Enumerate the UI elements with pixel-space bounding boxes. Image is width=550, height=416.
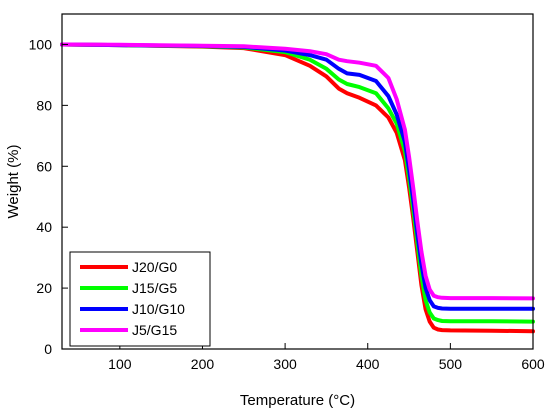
x-tick-label: 300 — [273, 356, 297, 372]
x-axis-title: Temperature (°C) — [240, 392, 355, 409]
y-tick-label: 60 — [36, 158, 52, 174]
legend-label: J20/G0 — [132, 259, 177, 275]
y-tick-label: 100 — [29, 36, 53, 52]
x-tick-label: 400 — [356, 356, 380, 372]
legend-label: J5/G15 — [132, 322, 177, 338]
x-tick-label: 100 — [108, 356, 132, 372]
x-tick-label: 200 — [191, 356, 215, 372]
legend-label: J10/G10 — [132, 301, 185, 317]
y-tick-label: 40 — [36, 219, 52, 235]
series-line-2 — [60, 42, 535, 324]
x-tick-label: 600 — [521, 356, 545, 372]
plot-frame — [61, 13, 534, 350]
legend: J20/G0 J15/G5 J10/G10 J5/G15 — [69, 251, 211, 347]
y-axis: 0 20 40 60 80 100 — [29, 36, 68, 357]
series-line-1 — [60, 42, 535, 334]
y-tick-label: 20 — [36, 280, 52, 296]
series-line-4 — [60, 42, 535, 301]
y-tick-label: 80 — [36, 97, 52, 113]
series-line-3 — [60, 42, 535, 311]
x-axis: 100 200 300 400 500 600 — [108, 343, 545, 372]
plot-lines — [60, 42, 535, 334]
y-tick-label: 0 — [44, 341, 52, 357]
legend-label: J15/G5 — [132, 280, 177, 296]
x-tick-label: 500 — [439, 356, 463, 372]
y-axis-title: Weight (%) — [5, 145, 22, 219]
